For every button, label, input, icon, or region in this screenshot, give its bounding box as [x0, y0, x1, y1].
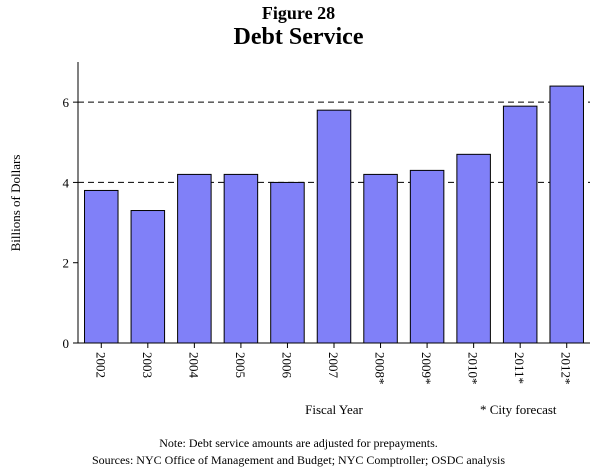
y-tick-label: 6: [63, 95, 70, 110]
chart-title: Debt Service: [233, 24, 364, 50]
y-tick-label: 2: [63, 256, 70, 271]
bar-2006: [270, 181, 305, 344]
bar-2005: [223, 173, 259, 344]
x-axis-title: Fiscal Year: [305, 402, 363, 417]
bar-2004: [177, 173, 212, 344]
bar-2009*: [409, 169, 445, 344]
x-tick-label: 2010*: [466, 352, 481, 385]
sources-text: Sources: NYC Office of Management and Bu…: [91, 453, 506, 467]
x-tick-label: 2012*: [559, 352, 574, 385]
x-tick-label: 2007: [326, 352, 341, 379]
x-tick-label: 2004: [186, 352, 201, 379]
x-tick-label: 2009*: [419, 352, 434, 385]
y-tick-label: 4: [63, 175, 70, 190]
bar-2012*: [549, 85, 584, 344]
x-tick-label: 2006: [279, 352, 294, 379]
bar-2007: [316, 109, 352, 344]
y-tick-label: 0: [63, 336, 70, 351]
bar-2010*: [456, 153, 491, 344]
bar-2003: [130, 210, 166, 344]
x-tick-label: 2008*: [373, 352, 388, 385]
figure-label: Figure 28: [261, 3, 336, 23]
x-tick-label: 2011*: [512, 352, 527, 384]
x-tick-label: 2003: [140, 352, 155, 378]
y-axis-title: Billions of Dollars: [8, 155, 23, 252]
bar-2008*: [363, 173, 398, 344]
bar-2011*: [502, 105, 538, 344]
bar-2002: [84, 189, 119, 344]
x-tick-label: 2002: [93, 352, 108, 378]
x-tick-label: 2005: [233, 352, 248, 378]
forecast-note: * City forecast: [480, 402, 557, 417]
note-text: Note: Debt service amounts are adjusted …: [159, 436, 438, 450]
